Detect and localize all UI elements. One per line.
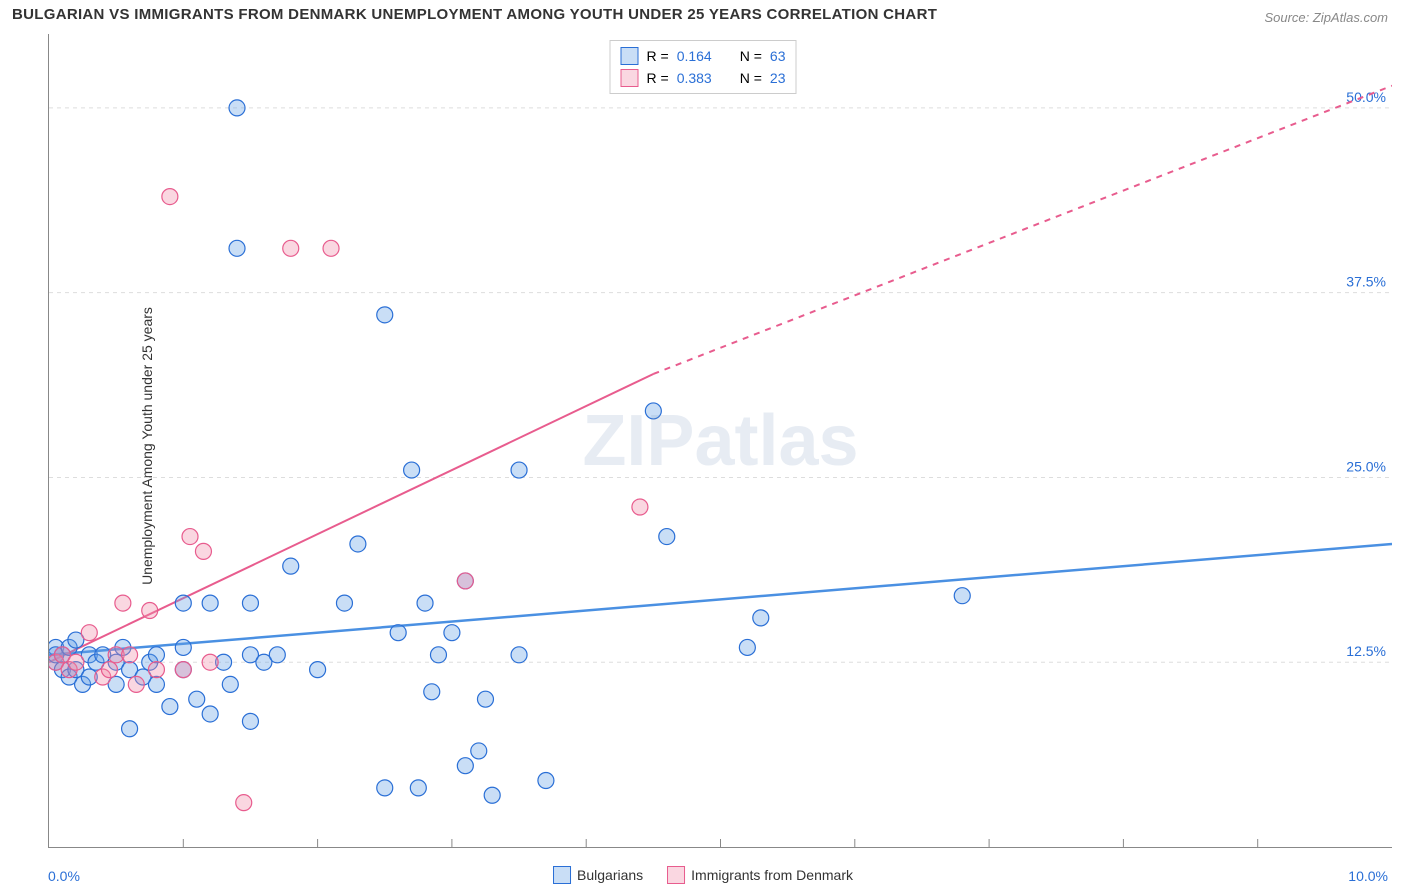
r-label: R = xyxy=(647,70,669,86)
r-value-pink: 0.383 xyxy=(677,70,712,86)
legend-item-denmark: Immigrants from Denmark xyxy=(667,866,853,884)
correlation-legend: R = 0.164 N = 63 R = 0.383 N = 23 xyxy=(610,40,797,94)
legend-row-blue: R = 0.164 N = 63 xyxy=(621,45,786,67)
chart-title: BULGARIAN VS IMMIGRANTS FROM DENMARK UNE… xyxy=(12,6,937,23)
source-attribution: Source: ZipAtlas.com xyxy=(1264,10,1388,25)
legend-row-pink: R = 0.383 N = 23 xyxy=(621,67,786,89)
n-value-blue: 63 xyxy=(770,48,786,64)
legend-label-bulgarians: Bulgarians xyxy=(577,867,643,883)
legend-swatch-bulgarians xyxy=(553,866,571,884)
n-value-pink: 23 xyxy=(770,70,786,86)
svg-text:50.0%: 50.0% xyxy=(1346,89,1386,105)
svg-text:37.5%: 37.5% xyxy=(1346,274,1386,290)
r-label: R = xyxy=(647,48,669,64)
r-value-blue: 0.164 xyxy=(677,48,712,64)
plot-area: 12.5%25.0%37.5%50.0% ZIPatlas xyxy=(48,34,1392,848)
x-axis-min-label: 0.0% xyxy=(48,868,80,884)
chart-container: BULGARIAN VS IMMIGRANTS FROM DENMARK UNE… xyxy=(0,0,1406,892)
svg-text:25.0%: 25.0% xyxy=(1346,458,1386,474)
series-legend: Bulgarians Immigrants from Denmark xyxy=(553,866,853,884)
n-label: N = xyxy=(740,48,762,64)
legend-swatch-denmark xyxy=(667,866,685,884)
legend-item-bulgarians: Bulgarians xyxy=(553,866,643,884)
n-label: N = xyxy=(740,70,762,86)
chart-svg: 12.5% 25.0% 37.5% 50.0% xyxy=(49,34,1392,847)
legend-swatch-blue xyxy=(621,47,639,65)
legend-label-denmark: Immigrants from Denmark xyxy=(691,867,853,883)
svg-text:12.5%: 12.5% xyxy=(1346,643,1386,659)
x-axis-max-label: 10.0% xyxy=(1348,868,1388,884)
legend-swatch-pink xyxy=(621,69,639,87)
